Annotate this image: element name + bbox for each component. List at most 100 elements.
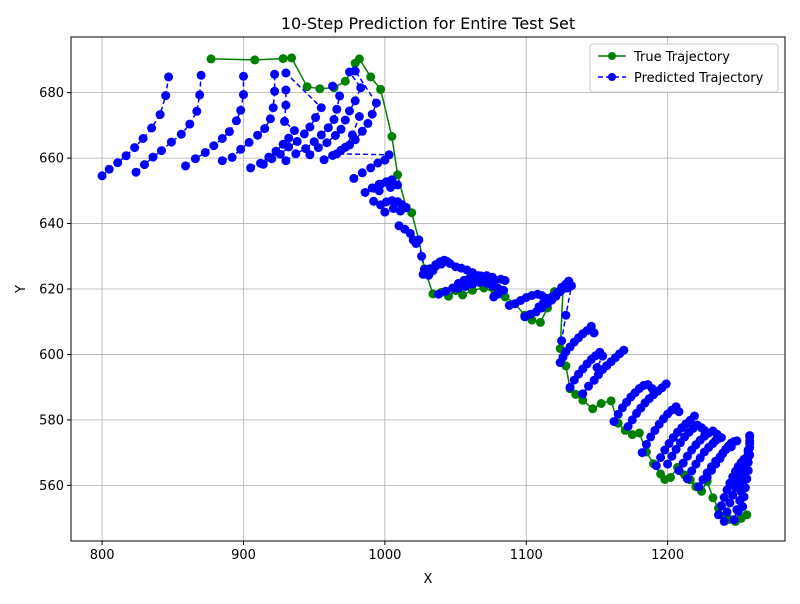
predicted-trajectory-point — [567, 281, 576, 291]
predicted-trajectory-point — [166, 137, 176, 147]
predicted-trajectory-point — [468, 279, 477, 289]
predicted-trajectory-point — [357, 168, 367, 178]
axis-ticks: 800 900 1000 1100 1200 560 580 600 620 640 660 680 — [39, 86, 684, 563]
predicted-trajectory-point — [745, 443, 755, 453]
legend-box — [589, 43, 779, 93]
predicted-trajectory-point — [319, 155, 329, 165]
predicted-trajectory-point — [535, 302, 545, 312]
predicted-trajectory-point — [660, 445, 670, 455]
predicted-trajectory-point — [155, 110, 165, 120]
true-trajectory-point — [535, 317, 545, 327]
predicted-trajectory-point — [687, 466, 697, 476]
predicted-trajectory-point — [244, 137, 254, 147]
true-trajectory-point — [627, 430, 637, 440]
predicted-trajectory-point — [453, 283, 463, 293]
predicted-trajectory-point — [217, 156, 227, 166]
true-trajectory-point — [571, 389, 581, 399]
predicted-trajectory-point — [500, 276, 510, 285]
predicted-trajectory-point — [305, 122, 315, 132]
predicted-trajectory-point — [185, 119, 195, 129]
predicted-trajectory-point — [281, 68, 291, 78]
predicted-trajectory-point — [565, 382, 575, 392]
predicted-trajectory-point — [316, 130, 326, 140]
y-tick-label: 680 — [39, 86, 64, 101]
predicted-trajectory-point — [190, 154, 200, 164]
predicted-trajectory-point — [732, 436, 742, 446]
predicted-trajectory-point — [414, 235, 424, 245]
predicted-trajectory-point — [281, 85, 291, 95]
x-tick-label: 1000 — [368, 548, 401, 563]
predicted-segment-line — [285, 85, 341, 162]
predicted-trajectory-point — [281, 100, 291, 110]
predicted-trajectory-point — [584, 381, 593, 391]
predicted-trajectory-point — [729, 515, 739, 525]
predicted-trajectory-point — [739, 492, 749, 502]
predicted-trajectory-point — [332, 104, 342, 114]
predicted-trajectory-point — [714, 510, 723, 520]
predicted-trajectory-point — [268, 103, 278, 113]
series-predicted-trajectory — [97, 66, 755, 526]
predicted-trajectory-point — [316, 103, 326, 113]
true-trajectory-point — [287, 53, 297, 63]
predicted-trajectory-point — [130, 143, 140, 153]
predicted-trajectory-point — [332, 149, 342, 159]
y-tick-label: 640 — [39, 217, 64, 232]
predicted-trajectory-point — [340, 115, 350, 125]
predicted-trajectory-point — [270, 86, 280, 96]
predicted-trajectory-point — [667, 451, 677, 461]
predicted-trajectory-point — [380, 207, 390, 217]
true-trajectory-point — [468, 285, 477, 295]
predicted-trajectory-point — [280, 116, 289, 126]
predicted-trajectory-point — [328, 81, 338, 91]
predicted-segment-line — [101, 76, 170, 177]
predicted-trajectory-point — [722, 485, 732, 495]
predicted-trajectory-point — [265, 114, 275, 124]
predicted-trajectory-point — [674, 407, 684, 417]
x-tick-label: 1200 — [651, 548, 684, 563]
predicted-trajectory-point — [267, 154, 277, 164]
true-trajectory-point — [340, 76, 350, 86]
predicted-trajectory-point — [369, 196, 379, 206]
predicted-trajectory-point — [311, 113, 321, 122]
predicted-trajectory-point — [557, 336, 567, 346]
predicted-trajectory-point — [363, 118, 373, 128]
predicted-trajectory-point — [270, 69, 280, 79]
predicted-trajectory-point — [387, 175, 397, 185]
predicted-trajectory-point — [246, 163, 256, 173]
predicted-trajectory-point — [386, 183, 395, 192]
predicted-trajectory-point — [239, 90, 248, 100]
true-trajectory-point — [588, 404, 598, 414]
true-trajectory-point — [578, 395, 588, 405]
predicted-trajectory-point — [340, 142, 350, 152]
predicted-trajectory-point — [329, 115, 339, 124]
predicted-trajectory-point — [336, 124, 346, 134]
predicted-trajectory-point — [97, 171, 107, 181]
y-tick-label: 660 — [39, 152, 64, 167]
grid — [71, 37, 785, 541]
predicted-trajectory-point — [227, 152, 237, 162]
predicted-trajectory-point — [284, 142, 294, 152]
true-trajectory-point — [708, 493, 718, 503]
predicted-trajectory-point — [393, 180, 403, 190]
plot-data — [97, 53, 755, 526]
predicted-trajectory-point — [291, 149, 301, 159]
predicted-trajectory-point — [417, 251, 427, 261]
predicted-trajectory-point — [289, 126, 299, 136]
predicted-trajectory-point — [195, 90, 205, 100]
x-tick-label: 800 — [90, 548, 115, 563]
predicted-trajectory-point — [305, 150, 315, 160]
true-trajectory-point — [206, 54, 216, 64]
predicted-trajectory-point — [345, 106, 354, 116]
predicted-trajectory-point — [743, 466, 753, 476]
predicted-segment-line — [309, 71, 362, 156]
true-trajectory-point — [376, 84, 386, 94]
predicted-trajectory-point — [627, 415, 637, 425]
predicted-trajectory-point — [299, 129, 309, 139]
predicted-trajectory-point — [224, 127, 234, 137]
predicted-trajectory-point — [200, 148, 210, 157]
predicted-trajectory-point — [131, 167, 141, 177]
predicted-trajectory-point — [489, 292, 499, 302]
